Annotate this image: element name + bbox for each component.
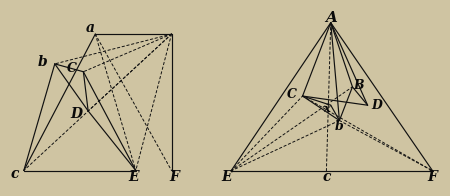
Text: C: C [287,88,297,101]
Text: b: b [38,55,48,69]
Text: D: D [371,99,382,112]
Text: b: b [335,120,344,133]
Text: D: D [70,107,82,121]
Text: x: x [323,103,330,114]
Text: E: E [221,170,232,184]
Text: F: F [428,170,437,184]
Text: F: F [169,170,179,184]
Text: c: c [322,170,331,184]
Text: E: E [128,170,139,184]
Text: a: a [86,21,95,35]
Text: C: C [67,62,76,75]
Text: B: B [354,79,364,92]
Text: c: c [10,167,18,181]
Text: A: A [325,11,337,25]
